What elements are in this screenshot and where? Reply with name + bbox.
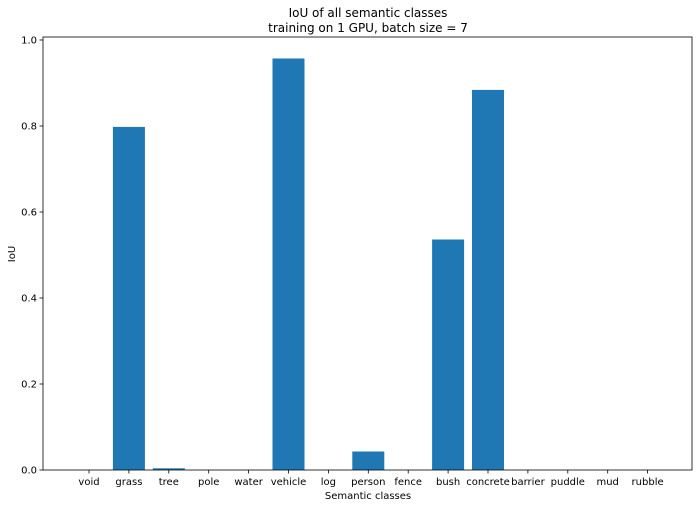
chart-title: IoU of all semantic classes (289, 6, 448, 20)
y-tick-label: 1.0 (21, 36, 37, 47)
x-tick-label: water (234, 477, 263, 488)
x-tick-label: mud (596, 477, 618, 488)
chart-subtitle: training on 1 GPU, batch size = 7 (268, 21, 468, 35)
y-tick-label: 0.0 (21, 466, 37, 477)
x-tick-label: person (351, 477, 385, 488)
x-axis-ticks: void grass tree pole water vehicle log person fe… (78, 470, 664, 488)
y-tick-label: 0.4 (21, 294, 37, 305)
bar-grass (112, 126, 145, 471)
plot-area-frame (42, 36, 693, 471)
y-tick-label: 0.6 (21, 208, 37, 219)
x-tick-label: vehicle (271, 477, 307, 488)
x-tick-label: log (321, 477, 336, 488)
x-tick-label: barrier (511, 477, 545, 488)
x-tick-label: tree (159, 477, 179, 488)
y-axis-label: IoU (7, 246, 18, 262)
y-tick-label: 0.8 (21, 122, 37, 133)
bar-concrete (472, 89, 504, 471)
x-tick-label: rubble (632, 477, 664, 488)
x-tick-label: bush (436, 477, 460, 488)
bar-vehicle (272, 58, 305, 470)
x-axis-label: Semantic classes (325, 491, 411, 502)
bar-bush (432, 239, 465, 470)
bar-person (352, 451, 385, 470)
x-tick-label: pole (198, 477, 219, 488)
bars-group (112, 58, 504, 471)
x-tick-label: grass (115, 477, 142, 488)
x-tick-label: void (78, 477, 99, 488)
x-tick-label: puddle (551, 477, 585, 488)
x-tick-label: concrete (466, 477, 510, 488)
bar-tree (152, 468, 185, 470)
y-tick-label: 0.2 (21, 380, 37, 391)
x-tick-label: fence (394, 477, 422, 488)
y-axis-ticks: 0.0 0.2 0.4 0.6 0.8 1.0 (21, 36, 43, 477)
